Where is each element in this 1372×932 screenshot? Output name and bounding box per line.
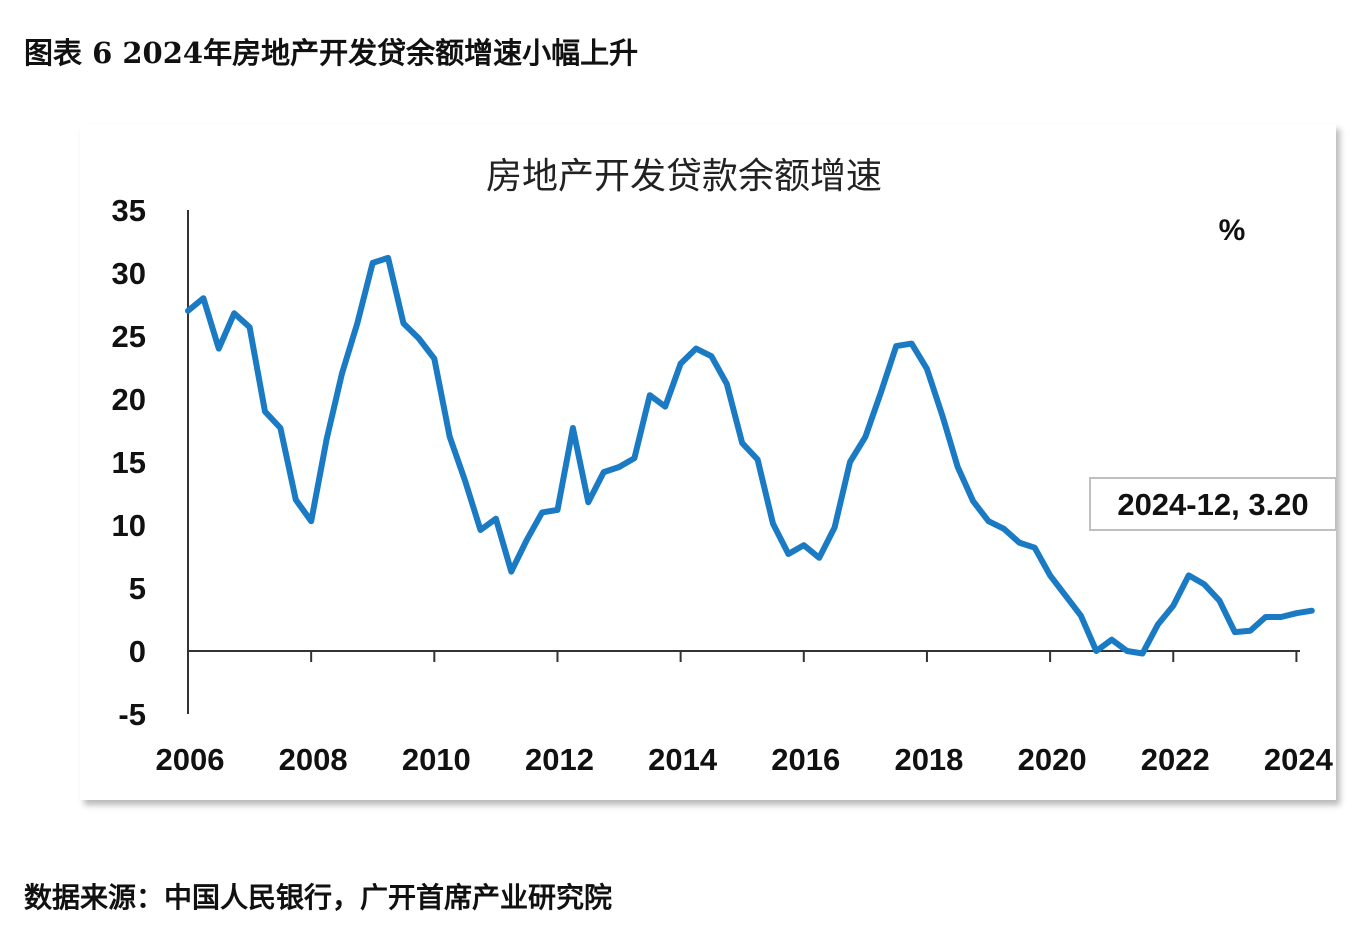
y-tick-label: 25 (112, 319, 146, 354)
line-chart: 房地产开发贷款余额增速 % -5 0 5 10 15 20 25 30 35 2006 2008 20… (112, 156, 1336, 777)
y-tick-label: -5 (118, 697, 146, 732)
source-note: 数据来源：中国人民银行，广开首席产业研究院 (24, 881, 613, 914)
y-tick-label: 30 (112, 256, 146, 291)
y-tick-label: 10 (112, 508, 146, 543)
tick-labels: -5 0 5 10 15 20 25 30 35 2006 2008 2010 2012 2014 2016… (112, 193, 1334, 777)
x-tick-label: 2006 (156, 742, 225, 777)
y-tick-label: 20 (112, 382, 146, 417)
axes (187, 210, 1300, 714)
chart-panel: 房地产开发贷款余额增速 % -5 0 5 10 15 20 25 30 35 2006 2008 20… (80, 124, 1336, 800)
x-tick-label: 2012 (525, 742, 594, 777)
x-tick-label: 2008 (279, 742, 348, 777)
x-tick-label: 2018 (894, 742, 963, 777)
unit-label: % (1219, 214, 1246, 247)
x-tick-label: 2020 (1018, 742, 1087, 777)
chart-title: 房地产开发贷款余额增速 (486, 156, 882, 197)
y-tick-label: 35 (112, 193, 146, 228)
series-line (185, 254, 1315, 657)
x-tick-label: 2016 (771, 742, 840, 777)
annotation-box (1089, 477, 1336, 531)
x-tick-label: 2024 (1264, 742, 1334, 777)
y-tick-label: 5 (129, 571, 146, 606)
series-layer (185, 254, 1315, 657)
x-tick-label: 2022 (1141, 742, 1210, 777)
annotation-label: 2024-12, 3.20 (1117, 487, 1308, 522)
figure-title: 图表 6 2024年房地产开发贷余额增速小幅上升 (24, 36, 639, 70)
y-tick-label: 0 (129, 634, 146, 669)
x-tick-label: 2010 (402, 742, 471, 777)
x-tick-label: 2014 (648, 742, 718, 777)
y-tick-label: 15 (112, 445, 146, 480)
annotation-group: 2024-12, 3.20 (1089, 477, 1336, 531)
